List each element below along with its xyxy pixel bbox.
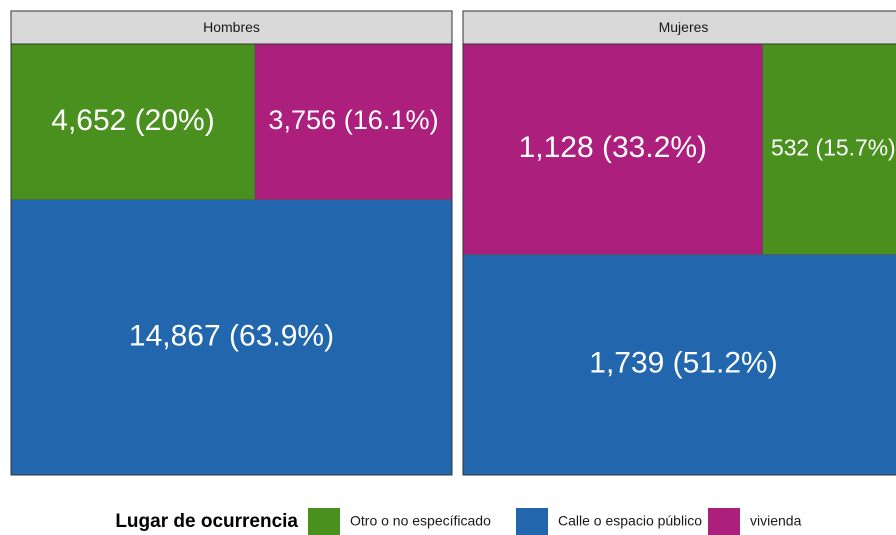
legend-label: Calle o espacio público xyxy=(558,513,702,529)
strip xyxy=(10,10,453,45)
tile xyxy=(762,43,896,255)
panel-border xyxy=(462,43,896,476)
strip xyxy=(462,10,896,45)
tile-label: 532 (15.7%) xyxy=(771,134,896,160)
tile-label: 3,756 (16.1%) xyxy=(268,104,438,135)
panel-title: Hombres xyxy=(203,19,260,35)
legend-key xyxy=(708,508,740,535)
legend-key xyxy=(308,508,340,535)
legend-label: Otro o no específicado xyxy=(350,513,491,529)
tile xyxy=(254,43,453,200)
tile-label: 1,739 (51.2%) xyxy=(589,347,777,380)
legend-label: vivienda xyxy=(750,513,802,529)
tile-label: 14,867 (63.9%) xyxy=(129,319,334,352)
tile-label: 4,652 (20%) xyxy=(51,104,214,137)
legend-title: Lugar de ocurrencia xyxy=(115,511,298,532)
panel-border xyxy=(10,43,453,476)
tile xyxy=(462,254,896,476)
legend-key xyxy=(516,508,548,535)
tile xyxy=(10,199,453,476)
panel-title: Mujeres xyxy=(659,19,709,35)
tile xyxy=(462,43,763,255)
tile-label: 1,128 (33.2%) xyxy=(519,131,707,164)
